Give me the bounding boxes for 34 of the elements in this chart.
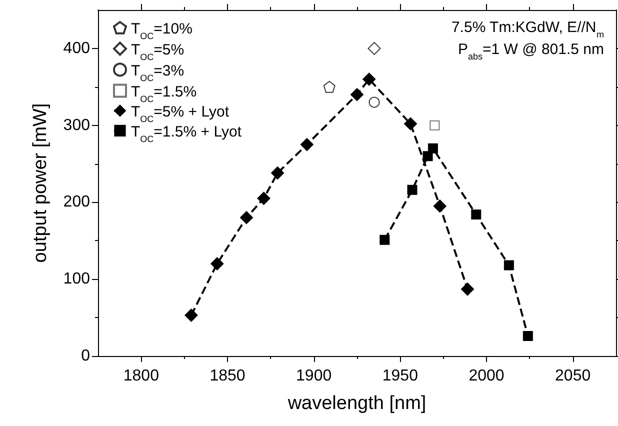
point (257, 192, 270, 205)
point (271, 166, 284, 180)
y-tick-label: 0 (81, 348, 90, 364)
point (430, 120, 440, 130)
point (504, 260, 514, 270)
x-tick-label: 1950 (382, 368, 418, 384)
point (362, 72, 376, 86)
y-tick-label: 300 (63, 116, 90, 134)
x-axis-title: wavelength [nm] (286, 393, 426, 414)
point (323, 80, 336, 93)
point (404, 117, 418, 130)
y-axis-title: output power [mW] (30, 103, 51, 263)
point (184, 308, 198, 322)
y-tick-label: 200 (63, 194, 90, 211)
point (471, 210, 482, 220)
y-tick-label: 400 (63, 40, 90, 57)
point (433, 200, 446, 213)
point (350, 88, 364, 102)
point (407, 184, 418, 195)
point (368, 42, 381, 55)
y-tick-label: 100 (63, 270, 90, 288)
point (428, 143, 438, 154)
x-tick-label: 2050 (555, 368, 591, 384)
x-tick-label: 2000 (468, 368, 504, 384)
x-tick-label: 1850 (210, 368, 246, 384)
point (210, 257, 224, 270)
point (368, 96, 380, 108)
x-tick-label: 1800 (123, 368, 160, 384)
point (461, 282, 474, 296)
point (522, 331, 533, 342)
point (300, 138, 314, 152)
x-tick-label: 1900 (296, 368, 332, 384)
point (240, 211, 253, 224)
point (380, 234, 390, 245)
